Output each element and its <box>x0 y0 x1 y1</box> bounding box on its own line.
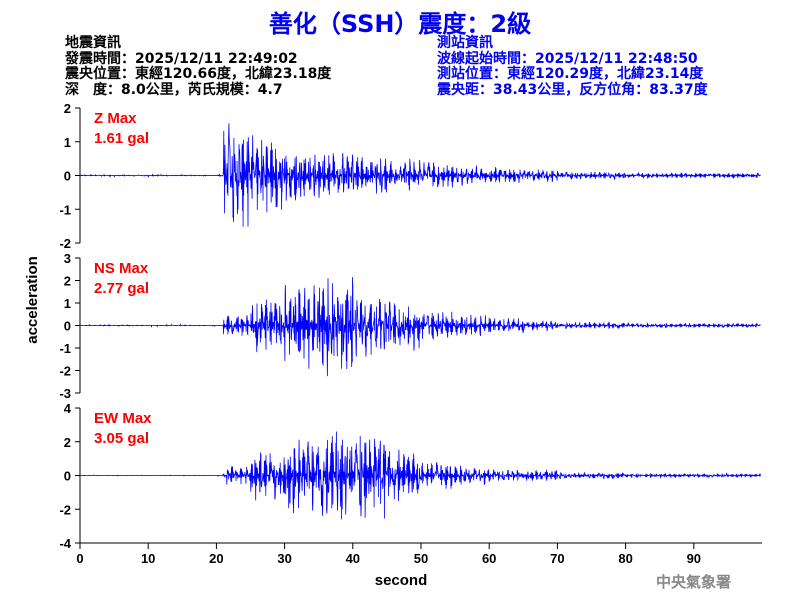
series-name: NS Max <box>94 260 149 277</box>
x-tick-label: 60 <box>482 551 496 566</box>
y-tick-label: 3 <box>64 251 71 266</box>
x-tick-label: 70 <box>550 551 564 566</box>
series-max: 1.61 gal <box>94 130 149 147</box>
y-tick-label: -2 <box>59 236 71 251</box>
quake-info: 地震資訊 發震時間：2025/12/11 22:49:02 震央位置：東經120… <box>65 35 332 98</box>
y-tick-label: 2 <box>64 435 71 450</box>
y-tick-label: 2 <box>64 101 71 116</box>
y-tick-label: -1 <box>59 341 71 356</box>
y-tick-label: -3 <box>59 386 71 401</box>
waveform-ns <box>79 277 761 377</box>
y-tick-label: -2 <box>59 502 71 517</box>
y-tick-label: -2 <box>59 364 71 379</box>
series-max: 3.05 gal <box>94 430 149 447</box>
watermark: 中央氣象署 <box>656 573 732 591</box>
y-tick-label: 4 <box>64 401 72 416</box>
x-tick-label: 10 <box>141 551 155 566</box>
station-info-heading: 測站資訊 <box>437 35 493 51</box>
y-tick-label: 0 <box>64 469 71 484</box>
x-tick-label: 0 <box>76 551 83 566</box>
epicenter: 震央位置：東經120.66度，北緯23.18度 <box>65 66 332 82</box>
x-tick-label: 40 <box>346 551 360 566</box>
origin-time: 發震時間：2025/12/11 22:49:02 <box>65 50 298 67</box>
y-tick-label: 2 <box>64 274 71 289</box>
wave-start-time: 波線起始時間：2025/12/11 22:48:50 <box>437 50 698 67</box>
y-tick-label: -1 <box>59 202 71 217</box>
quake-info-heading: 地震資訊 <box>65 35 121 51</box>
waveform-ew <box>79 431 761 520</box>
depth-magnitude: 深 度：8.0公里，芮氏規模：4.7 <box>65 81 283 98</box>
x-tick-label: 30 <box>277 551 291 566</box>
y-tick-label: 0 <box>64 169 71 184</box>
x-tick-label: 20 <box>209 551 223 566</box>
y-tick-label: -4 <box>59 536 71 551</box>
y-tick-label: 1 <box>64 296 71 311</box>
y-tick-label: 0 <box>64 319 71 334</box>
station-info: 測站資訊 波線起始時間：2025/12/11 22:48:50 測站位置：東經1… <box>437 35 708 98</box>
x-tick-label: 90 <box>687 551 701 566</box>
epicentral-distance: 震央距：38.43公里，反方位角：83.37度 <box>437 81 708 98</box>
x-tick-label: 50 <box>414 551 428 566</box>
waveform-z <box>79 123 761 227</box>
y-tick-label: 1 <box>64 135 71 150</box>
series-name: EW Max <box>94 410 152 427</box>
station-location: 測站位置：東經120.29度，北緯23.14度 <box>437 66 704 82</box>
y-axis-label: acceleration <box>24 256 41 344</box>
x-axis-label: second <box>375 572 428 589</box>
chart-title: 善化（SSH）震度：2級 <box>268 10 532 38</box>
series-name: Z Max <box>94 110 137 127</box>
series-max: 2.77 gal <box>94 280 149 297</box>
x-tick-label: 80 <box>618 551 632 566</box>
